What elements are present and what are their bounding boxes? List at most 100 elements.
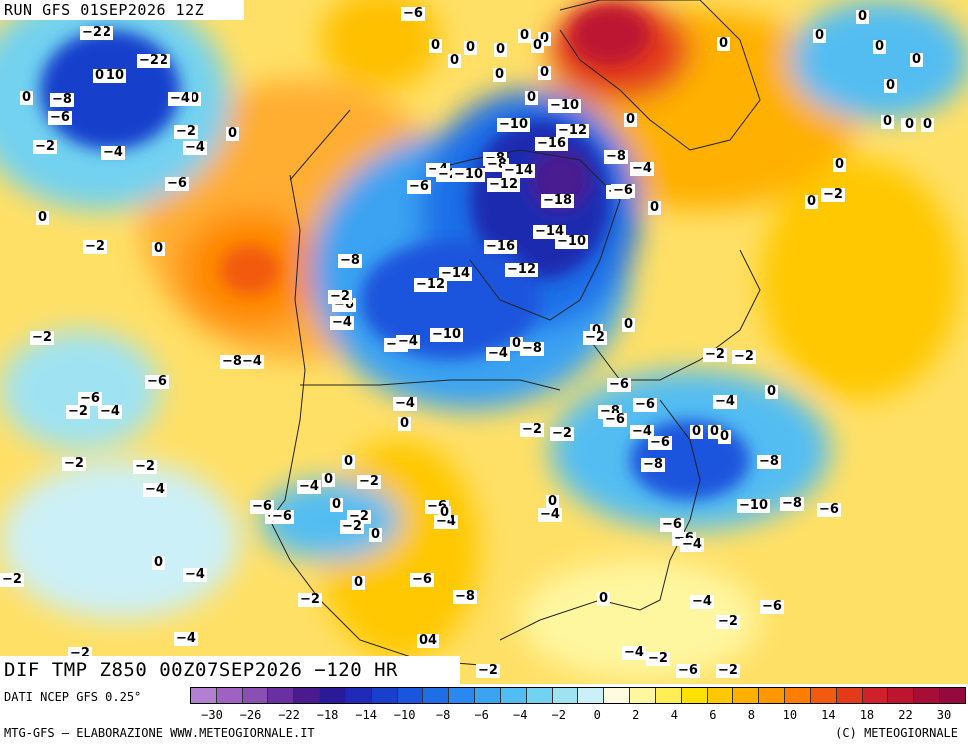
- field-value-label: 0: [398, 416, 412, 431]
- field-value-label: 0: [429, 38, 443, 53]
- field-value-label: 0: [833, 157, 847, 172]
- field-value-label: 0: [873, 39, 887, 54]
- colorbar-tick-label: −4: [512, 708, 528, 722]
- colorbar-swatch: [552, 688, 579, 703]
- field-value-label: −18: [541, 193, 574, 208]
- colorbar-tick-label: −2: [551, 708, 566, 722]
- elaboration-label: MTG-GFS — ELABORAZIONE WWW.METEOGIORNALE…: [4, 726, 315, 740]
- field-value-label: −4: [168, 91, 192, 106]
- field-value-label: −2: [137, 53, 161, 68]
- field-value-label: 0: [510, 336, 524, 351]
- field-value-label: −2: [133, 459, 157, 474]
- field-value-label: −4: [630, 161, 654, 176]
- colorbar-tick-label: −6: [474, 708, 489, 722]
- field-value-label: −4: [396, 334, 420, 349]
- field-value-label: −2: [62, 456, 86, 471]
- field-value-label: −6: [676, 663, 700, 678]
- colorbar-swatch: [397, 688, 424, 703]
- field-value-label: −2: [703, 347, 727, 362]
- field-value-label: −10: [430, 327, 463, 342]
- field-value-label: 0: [805, 194, 819, 209]
- field-value-label: 0: [884, 78, 898, 93]
- field-value-label: 0: [493, 67, 507, 82]
- temperature-anomaly-map: −12−12−10−10−8−6−2−4−4−6−200−200−2−6−2−4…: [0, 0, 968, 684]
- field-value-label: −2: [520, 422, 544, 437]
- field-value-label: −6: [611, 183, 635, 198]
- colorbar-swatch: [604, 688, 631, 703]
- field-value-label: 0: [93, 68, 107, 83]
- field-value-label: −4: [680, 537, 704, 552]
- colorbar-swatch: [836, 688, 863, 703]
- field-value-label: −8: [641, 457, 665, 472]
- field-value-label: 0: [546, 494, 560, 509]
- field-value-label: −8: [604, 149, 628, 164]
- field-value-label: 0: [910, 52, 924, 67]
- field-value-label: 0: [690, 424, 704, 439]
- field-value-label: −2: [0, 572, 24, 587]
- colorbar-tick-label: −22: [278, 708, 300, 722]
- alaska-border: [289, 109, 351, 181]
- field-value-label: −4: [174, 631, 198, 646]
- field-value-label: −10: [737, 498, 770, 513]
- colorbar-swatch: [810, 688, 837, 703]
- colorbar-swatch: [759, 688, 786, 703]
- field-value-label: 0: [531, 38, 545, 53]
- field-value-label: −8−4: [220, 354, 264, 369]
- field-value-label: −6: [660, 517, 684, 532]
- run-label: RUN GFS 01SEP2026 12Z: [0, 0, 245, 20]
- field-value-label: −2: [83, 239, 107, 254]
- field-value-label: −6: [648, 435, 672, 450]
- field-value-label: −16: [484, 239, 517, 254]
- colorbar-swatch: [707, 688, 734, 703]
- colorbar-swatch: [630, 688, 656, 703]
- field-value-label: −6: [270, 509, 294, 524]
- colorbar-swatch: [345, 688, 372, 703]
- colorbar-tick-label: 4: [670, 708, 678, 722]
- field-value-label: −12: [414, 277, 447, 292]
- field-value-label: −2: [476, 663, 500, 678]
- field-value-label: −12: [487, 177, 520, 192]
- field-value-label: 0: [330, 497, 344, 512]
- field-value-label: 0: [718, 429, 732, 444]
- colorbar-swatch: [655, 688, 682, 703]
- field-value-label: −8: [50, 92, 74, 107]
- field-value-label: 0: [20, 90, 34, 105]
- field-value-label: −8: [453, 589, 477, 604]
- field-value-label: −4: [297, 479, 321, 494]
- field-value-label: 0: [538, 65, 552, 80]
- field-value-label: −8: [757, 454, 781, 469]
- colorbar-swatch: [216, 688, 243, 703]
- colorbar-tick-label: 10: [782, 708, 798, 722]
- field-value-label: −4: [713, 394, 737, 409]
- field-value-label: −14: [439, 266, 472, 281]
- colorbar-swatch: [785, 688, 811, 703]
- colorbar-tick-label: 30: [936, 708, 952, 722]
- data-source-label: DATI NCEP GFS 0.25°: [4, 690, 142, 704]
- field-value-label: 0: [624, 112, 638, 127]
- colorbar-tick-label: −8: [435, 708, 451, 722]
- colorbar-swatch: [733, 688, 760, 703]
- field-value-label: −8: [520, 341, 544, 356]
- field-value-label: 0: [525, 90, 539, 105]
- field-value-label: −4: [630, 424, 654, 439]
- field-value-label: −2: [583, 330, 607, 345]
- colorbar-swatch: [681, 688, 708, 703]
- field-value-label: −6: [633, 397, 657, 412]
- field-value-label: 0: [597, 591, 611, 606]
- greenland-outline: [559, 0, 761, 151]
- field-value-label: 0: [342, 454, 356, 469]
- field-value-label: −4: [690, 594, 714, 609]
- colorbar-swatch: [268, 688, 295, 703]
- field-value-label: −2: [33, 139, 57, 154]
- colorbar-swatch: [578, 688, 605, 703]
- field-value-label: −6: [760, 599, 784, 614]
- field-value-label: 0: [708, 424, 722, 439]
- field-value-label: 0: [369, 527, 383, 542]
- field-value-label: 0: [903, 117, 917, 132]
- field-value-label: −2: [646, 651, 670, 666]
- field-value-label: −4: [330, 315, 354, 330]
- field-value-label: −8: [780, 496, 804, 511]
- colorbar-tick-label: 18: [859, 708, 875, 722]
- field-value-label: −2: [66, 404, 90, 419]
- field-value-label: 0: [464, 40, 478, 55]
